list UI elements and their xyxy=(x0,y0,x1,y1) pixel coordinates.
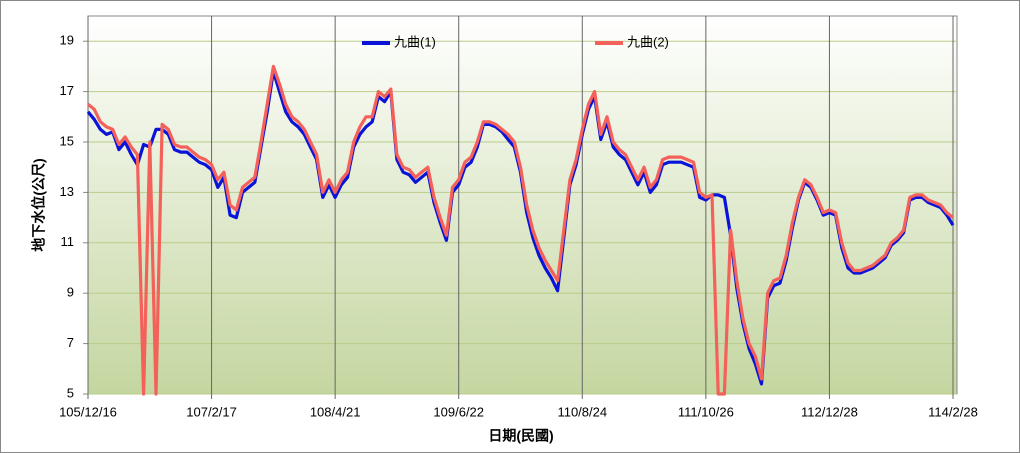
y-tick-label: 19 xyxy=(60,33,74,48)
legend-label: 九曲(1) xyxy=(394,34,436,49)
x-tick-label: 107/2/17 xyxy=(186,404,237,419)
x-tick-label: 111/10/26 xyxy=(678,404,734,419)
x-tick-label: 108/4/21 xyxy=(310,404,361,419)
y-tick-label: 11 xyxy=(61,234,75,249)
x-tick-label: 114/2/28 xyxy=(928,404,978,419)
y-axis-label: 地下水位(公尺) xyxy=(31,158,47,251)
y-tick-label: 17 xyxy=(60,83,74,98)
y-tick-label: 9 xyxy=(67,285,74,300)
x-tick-label: 105/12/16 xyxy=(59,404,117,419)
y-tick-label: 7 xyxy=(67,335,74,350)
x-tick-label: 112/12/28 xyxy=(801,404,858,419)
series-line xyxy=(86,64,955,396)
y-tick-label: 5 xyxy=(67,385,74,400)
y-tick-label: 13 xyxy=(60,184,74,199)
x-tick-label: 110/8/24 xyxy=(557,404,607,419)
x-tick-label: 109/6/22 xyxy=(433,404,484,419)
x-axis-label: 日期(民國) xyxy=(488,428,553,444)
legend-label: 九曲(2) xyxy=(627,34,669,49)
plot-area xyxy=(87,15,958,395)
y-tick-label: 15 xyxy=(60,133,74,148)
